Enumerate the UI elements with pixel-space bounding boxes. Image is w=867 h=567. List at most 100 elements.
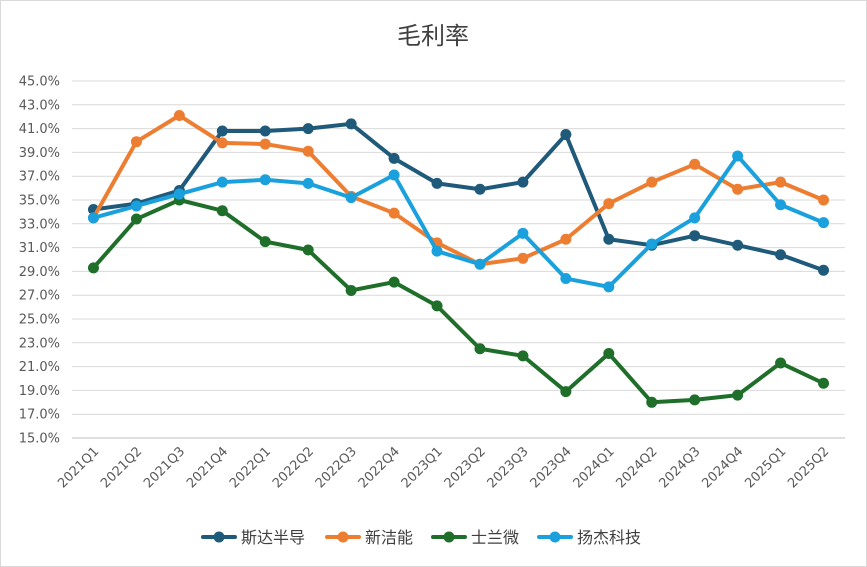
data-point (173, 110, 185, 122)
data-point (517, 227, 529, 239)
legend-marker (549, 531, 561, 543)
y-tick-label: 17.0% (19, 408, 60, 423)
y-tick-label: 23.0% (19, 336, 60, 351)
legend-marker (337, 531, 349, 543)
data-point (474, 343, 486, 355)
y-tick-label: 27.0% (19, 289, 60, 304)
data-point (388, 152, 400, 164)
legend-label: 士兰微 (471, 528, 519, 547)
data-point (431, 300, 443, 312)
data-point (603, 348, 615, 360)
data-point (646, 176, 658, 188)
data-point (732, 239, 744, 251)
series-line (91, 113, 826, 267)
data-point (388, 207, 400, 219)
data-point (259, 174, 271, 186)
legend-item: 新洁能 (325, 528, 413, 547)
series-3 (87, 194, 830, 408)
series-line (91, 198, 826, 405)
y-tick-label: 39.0% (19, 146, 60, 161)
data-point (173, 188, 185, 200)
legend-label: 新洁能 (365, 528, 413, 547)
data-point (775, 249, 787, 261)
data-point (431, 177, 443, 189)
y-tick-label: 19.0% (19, 384, 60, 399)
legend: 斯达半导 新洁能 士兰微 扬杰科技 (201, 528, 641, 547)
chart-title: 毛利率 (397, 22, 469, 50)
data-point (302, 123, 314, 135)
data-point (818, 217, 830, 229)
y-tick-label: 31.0% (19, 241, 60, 256)
data-point (302, 244, 314, 256)
data-point (388, 276, 400, 288)
legend-marker (213, 531, 225, 543)
y-tick-label: 33.0% (19, 217, 60, 232)
data-point (345, 118, 357, 130)
data-point (732, 389, 744, 401)
legend-item: 扬杰科技 (537, 528, 641, 547)
series-line (91, 121, 826, 273)
data-point (345, 192, 357, 204)
data-point (130, 200, 142, 212)
data-point (818, 194, 830, 206)
data-point (302, 177, 314, 189)
legend-item: 斯达半导 (201, 528, 305, 547)
data-point (431, 245, 443, 257)
legend-label: 扬杰科技 (577, 528, 641, 547)
data-point (775, 176, 787, 188)
data-point (259, 236, 271, 248)
data-point (560, 273, 572, 285)
data-point (560, 129, 572, 141)
data-point (603, 281, 615, 293)
y-tick-label: 29.0% (19, 265, 60, 280)
series-line (91, 153, 826, 289)
data-point (517, 350, 529, 362)
data-point (732, 183, 744, 195)
data-point (646, 396, 658, 408)
data-point (646, 238, 658, 250)
y-tick-label: 15.0% (19, 432, 60, 447)
data-point (517, 176, 529, 188)
data-point (302, 145, 314, 157)
data-point (474, 183, 486, 195)
data-point (818, 377, 830, 389)
data-point (560, 386, 572, 398)
data-point (87, 212, 99, 224)
data-point (732, 150, 744, 162)
y-axis-ticks: 15.0% 17.0% 19.0% 21.0% 23.0% 25.0% 27.0% 29.0%… (19, 75, 60, 447)
data-point (603, 198, 615, 210)
data-point (87, 262, 99, 274)
data-point (474, 258, 486, 270)
data-point (560, 233, 572, 245)
data-point (345, 284, 357, 296)
y-tick-label: 45.0% (19, 75, 60, 90)
data-point (216, 125, 228, 137)
y-tick-label: 37.0% (19, 170, 60, 185)
y-tick-label: 41.0% (19, 122, 60, 137)
legend-item: 士兰微 (431, 528, 519, 547)
y-tick-label: 43.0% (19, 98, 60, 113)
legend-label: 斯达半导 (241, 528, 305, 547)
legend-marker (443, 531, 455, 543)
y-tick-label: 25.0% (19, 313, 60, 328)
data-point (603, 233, 615, 245)
data-point (517, 252, 529, 264)
data-point (130, 213, 142, 225)
data-point (689, 158, 701, 170)
data-point (216, 137, 228, 149)
data-point (388, 169, 400, 181)
gridlines (72, 80, 845, 439)
data-point (216, 205, 228, 217)
data-point (689, 212, 701, 224)
y-tick-label: 35.0% (19, 194, 60, 209)
series-4 (87, 150, 830, 293)
data-point (775, 199, 787, 211)
data-point (689, 230, 701, 242)
series-lines (87, 110, 830, 408)
data-point (259, 125, 271, 137)
data-point (775, 357, 787, 369)
data-point (818, 264, 830, 276)
